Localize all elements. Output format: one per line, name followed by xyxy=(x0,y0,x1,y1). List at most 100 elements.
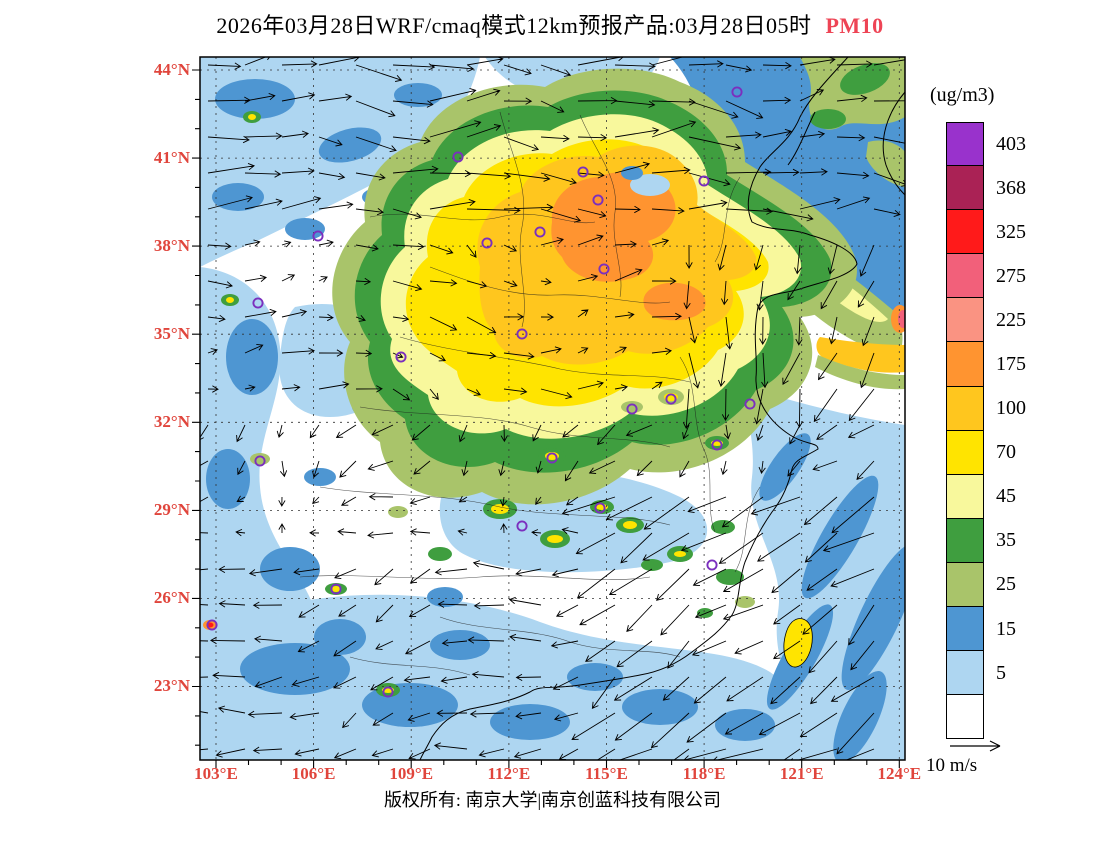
legend-swatch xyxy=(946,386,984,431)
station-marker xyxy=(452,151,464,163)
station-marker xyxy=(731,86,743,98)
station-marker xyxy=(382,686,394,698)
station-marker xyxy=(598,263,610,275)
station-marker xyxy=(698,175,710,187)
x-axis-label: 121°E xyxy=(779,764,824,783)
legend-row: 225 xyxy=(946,298,1026,343)
station-marker xyxy=(546,452,558,464)
station-marker xyxy=(395,351,407,363)
x-axis-label: 109°E xyxy=(389,764,434,783)
legend-value: 325 xyxy=(996,220,1026,243)
station-marker xyxy=(665,393,677,405)
x-axis-label: 118°E xyxy=(682,764,726,783)
legend-value: 70 xyxy=(996,441,1016,464)
legend-swatch xyxy=(946,474,984,519)
province-borders xyxy=(299,111,761,676)
legend-value: 15 xyxy=(996,617,1016,640)
station-marker xyxy=(534,226,546,238)
axis-ticks xyxy=(192,69,900,768)
wind-reference-label: 10 m/s xyxy=(926,755,978,776)
legend-swatch xyxy=(946,695,984,740)
x-axis-label: 124°E xyxy=(877,764,922,783)
graticule-gridlines xyxy=(200,57,905,760)
legend-swatch xyxy=(946,562,984,608)
station-marker xyxy=(312,230,324,242)
page-title: 2026年03月28日WRF/cmaq模式12km预报产品:03月28日05时 P… xyxy=(0,8,1100,40)
legend-row: 403 xyxy=(946,122,1026,167)
station-marker xyxy=(711,439,723,451)
y-axis-label: 35°N xyxy=(153,324,190,344)
legend-row: 25 xyxy=(946,562,1026,608)
station-marker xyxy=(577,166,589,178)
x-axis-label: 115°E xyxy=(585,764,628,783)
x-axis-label: 112°E xyxy=(487,764,531,783)
station-marker xyxy=(516,328,528,340)
y-axis-label: 29°N xyxy=(153,500,190,520)
legend-swatch xyxy=(946,210,984,255)
y-axis-label: 32°N xyxy=(153,412,190,432)
legend-row: 45 xyxy=(946,474,1026,519)
station-marker xyxy=(592,194,604,206)
wind-reference-arrow xyxy=(950,740,1001,752)
legend-row: 175 xyxy=(946,342,1026,387)
station-marker xyxy=(516,520,528,532)
forecast-map xyxy=(190,47,915,770)
margin-mask xyxy=(190,47,915,770)
title-species: PM10 xyxy=(825,13,884,38)
station-marker xyxy=(252,297,264,309)
wind-vector-layer xyxy=(190,50,915,770)
legend-unit: (ug/m3) xyxy=(930,84,995,106)
legend-row: 275 xyxy=(946,254,1026,299)
color-legend: 403 368 325 275 225 175 100 70 45 35 25 15 5 xyxy=(946,122,1026,740)
hotspot-layer xyxy=(203,111,909,697)
copyright-text: 版权所有: 南京大学|南京创蓝科技有限公司 xyxy=(383,790,722,810)
legend-row: 100 xyxy=(946,386,1026,431)
x-axis-label: 103°E xyxy=(194,764,238,783)
legend-value: 100 xyxy=(996,397,1026,420)
legend-swatch xyxy=(946,651,984,696)
station-marker-layer xyxy=(206,86,756,698)
station-marker xyxy=(626,403,638,415)
station-marker xyxy=(594,502,606,514)
legend-swatch xyxy=(946,166,984,211)
legend-value: 35 xyxy=(996,529,1016,552)
legend-value: 175 xyxy=(996,353,1026,376)
y-axis-label: 38°N xyxy=(153,236,190,256)
map-fill-layers xyxy=(200,56,915,763)
legend-swatch xyxy=(946,298,984,343)
station-marker xyxy=(330,583,342,595)
y-axis-label: 41°N xyxy=(153,148,190,168)
legend-value: 25 xyxy=(996,573,1016,596)
y-axis-label: 23°N xyxy=(153,676,190,696)
legend-value: 368 xyxy=(996,176,1026,199)
legend-row: 5 xyxy=(946,651,1026,696)
station-marker xyxy=(254,455,266,467)
legend-value: 275 xyxy=(996,264,1026,287)
legend-row: 35 xyxy=(946,518,1026,563)
legend-swatch xyxy=(946,430,984,475)
legend-row xyxy=(946,695,1026,740)
legend-swatch xyxy=(946,122,984,167)
station-marker xyxy=(481,237,493,249)
legend-value: 45 xyxy=(996,485,1016,508)
y-axis-label: 26°N xyxy=(153,588,190,608)
legend-row: 325 xyxy=(946,210,1026,255)
legend-swatch xyxy=(946,607,984,652)
legend-row: 15 xyxy=(946,607,1026,652)
legend-value: 225 xyxy=(996,308,1026,331)
map-frame xyxy=(199,56,906,761)
y-axis-label: 44°N xyxy=(153,60,190,79)
title-text: 2026年03月28日WRF/cmaq模式12km预报产品:03月28日05时 xyxy=(216,13,812,38)
x-axis-label: 106°E xyxy=(291,764,336,783)
station-marker xyxy=(706,559,718,571)
station-marker xyxy=(206,619,218,631)
station-marker xyxy=(744,398,756,410)
legend-row: 368 xyxy=(946,166,1026,211)
legend-swatch xyxy=(946,518,984,563)
legend-row: 70 xyxy=(946,430,1026,475)
legend-value: 5 xyxy=(996,661,1006,684)
legend-value: 403 xyxy=(996,132,1026,155)
legend-swatch xyxy=(946,254,984,299)
legend-swatch xyxy=(946,342,984,387)
